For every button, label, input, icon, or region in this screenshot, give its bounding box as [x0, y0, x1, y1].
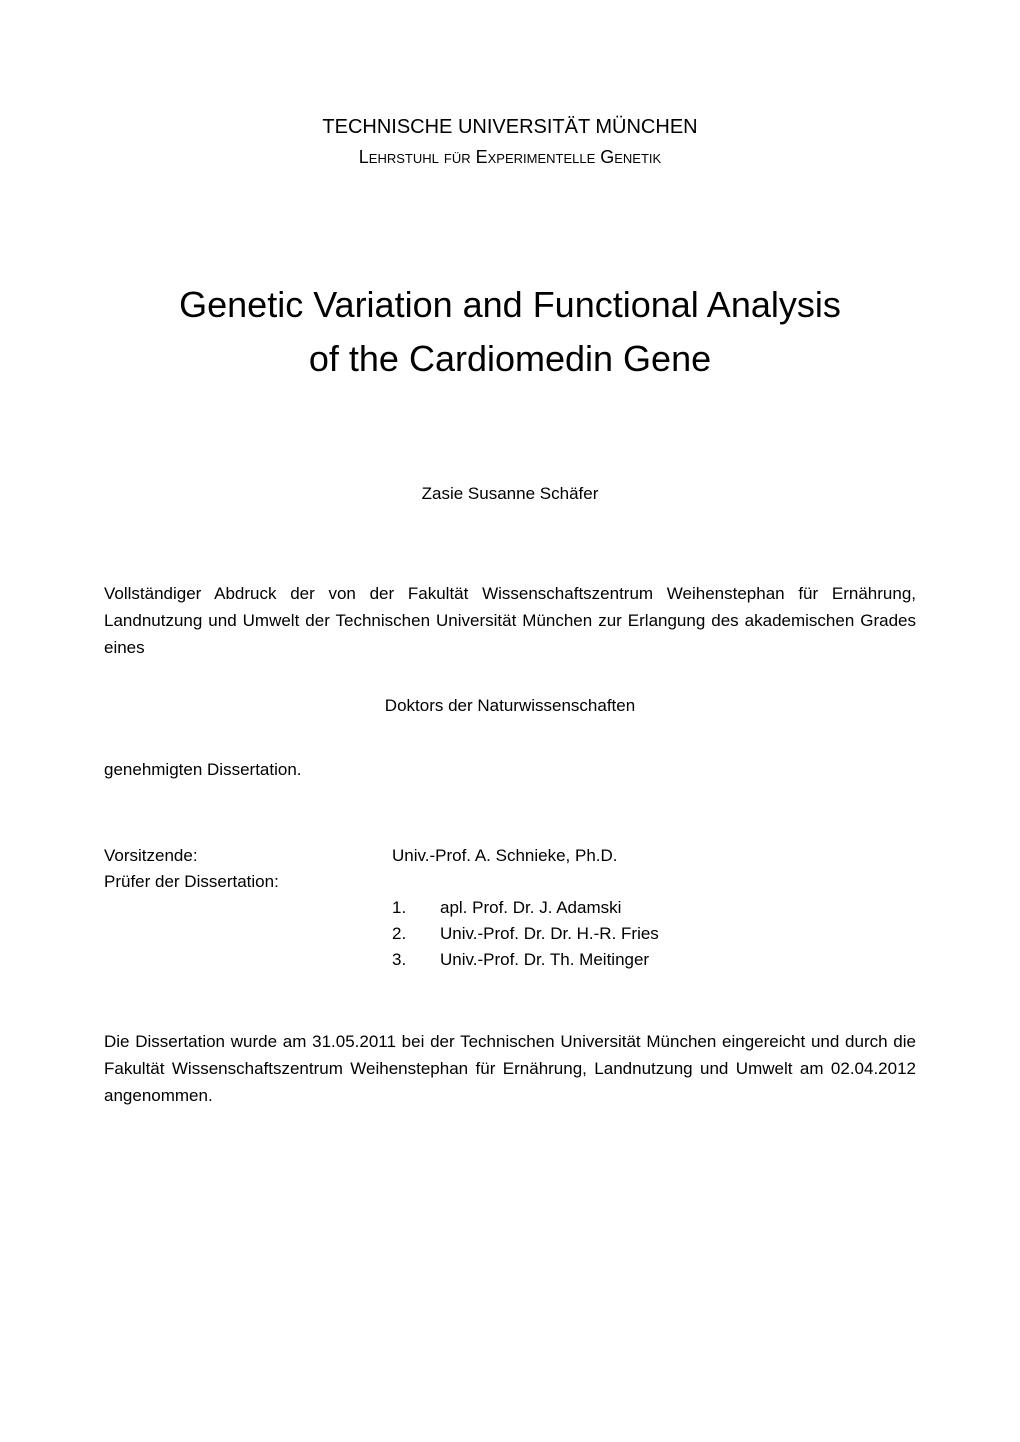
examiners-label: Prüfer der Dissertation:: [104, 872, 392, 892]
title-line-2: of the Cardiomedin Gene: [104, 332, 916, 386]
examiner-num: 2.: [392, 924, 440, 944]
examiner-name: Univ.-Prof. Dr. Dr. H.-R. Fries: [440, 924, 916, 944]
committee-chair-name: Univ.-Prof. A. Schnieke, Ph.D.: [392, 846, 916, 866]
closing-paragraph: Die Dissertation wurde am 31.05.2011 bei…: [104, 1028, 916, 1110]
examiner-name: apl. Prof. Dr. J. Adamski: [440, 898, 916, 918]
committee-block: Vorsitzende: Univ.-Prof. A. Schnieke, Ph…: [104, 846, 916, 970]
abstract-intro: Vollständiger Abdruck der von der Fakult…: [104, 580, 916, 662]
header-block: TECHNISCHE UNIVERSITÄT MÜNCHEN Lehrstuhl…: [104, 116, 916, 168]
title-line-1: Genetic Variation and Functional Analysi…: [104, 278, 916, 332]
examiner-num: 3.: [392, 950, 440, 970]
author-name: Zasie Susanne Schäfer: [104, 484, 916, 504]
examiner-row: 2. Univ.-Prof. Dr. Dr. H.-R. Fries: [104, 924, 916, 944]
examiners-label-row: Prüfer der Dissertation:: [104, 872, 916, 892]
examiner-row: 3. Univ.-Prof. Dr. Th. Meitinger: [104, 950, 916, 970]
examiner-num: 1.: [392, 898, 440, 918]
university-name: TECHNISCHE UNIVERSITÄT MÜNCHEN: [104, 116, 916, 139]
committee-chair-label: Vorsitzende:: [104, 846, 392, 866]
examiner-row: 1. apl. Prof. Dr. J. Adamski: [104, 898, 916, 918]
approved-line: genehmigten Dissertation.: [104, 760, 916, 780]
dissertation-title: Genetic Variation and Functional Analysi…: [104, 278, 916, 386]
degree-line: Doktors der Naturwissenschaften: [104, 696, 916, 716]
examiner-name: Univ.-Prof. Dr. Th. Meitinger: [440, 950, 916, 970]
committee-chair-row: Vorsitzende: Univ.-Prof. A. Schnieke, Ph…: [104, 846, 916, 866]
chair-name: Lehrstuhl für Experimentelle Genetik: [104, 147, 916, 168]
